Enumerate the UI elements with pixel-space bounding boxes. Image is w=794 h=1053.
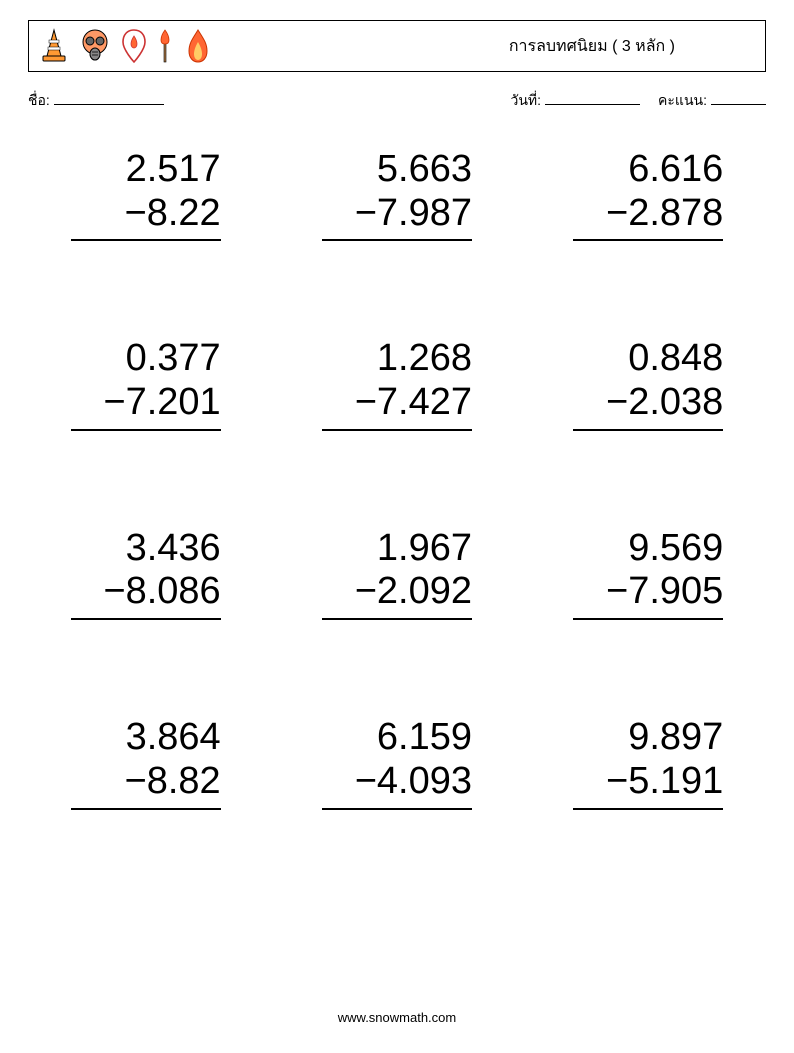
info-row: ชื่อ: วันที่: คะแนน: [28,90,766,112]
score-blank [711,91,766,105]
subtrahend-row: −5.191 [573,760,723,810]
problem-6: 0.848 −2.038 [543,337,754,430]
subtrahend-row: −2.092 [322,570,472,620]
flame-icon [183,28,213,64]
minuend: 9.569 [573,527,723,571]
problem-9: 9.569 −7.905 [543,527,754,620]
subtrahend-row: −7.427 [322,381,472,431]
header-icon-row [39,28,213,64]
minuend: 2.517 [71,148,221,192]
problem-1: 2.517 −8.22 [40,148,251,241]
minuend: 9.897 [573,716,723,760]
minuend: 3.864 [71,716,221,760]
cone-icon [39,28,69,64]
date-label: วันที่: [510,90,541,112]
problem-4: 0.377 −7.201 [40,337,251,430]
subtrahend-row: −4.093 [322,760,472,810]
problem-11: 6.159 −4.093 [291,716,502,809]
subtrahend-row: −7.905 [573,570,723,620]
problem-10: 3.864 −8.82 [40,716,251,809]
minuend: 5.663 [322,148,472,192]
minuend: 1.967 [322,527,472,571]
subtrahend-row: −7.987 [322,192,472,242]
name-label: ชื่อ: [28,90,50,112]
footer-text: www.snowmath.com [0,1010,794,1025]
minuend: 0.377 [71,337,221,381]
problem-8: 1.967 −2.092 [291,527,502,620]
subtrahend-row: −8.82 [71,760,221,810]
minuend: 1.268 [322,337,472,381]
minuend: 3.436 [71,527,221,571]
location-fire-icon [121,28,147,64]
subtrahend-row: −7.201 [71,381,221,431]
problem-2: 5.663 −7.987 [291,148,502,241]
minuend: 6.159 [322,716,472,760]
problem-5: 1.268 −7.427 [291,337,502,430]
minuend: 6.616 [573,148,723,192]
match-icon [157,28,173,64]
subtrahend-row: −2.038 [573,381,723,431]
problem-7: 3.436 −8.086 [40,527,251,620]
name-blank [54,91,164,105]
worksheet-title: การลบทศนิยม ( 3 หลัก ) [509,34,755,59]
subtrahend-row: −8.086 [71,570,221,620]
problems-grid: 2.517 −8.22 5.663 −7.987 6.616 −2.878 0.… [28,148,766,810]
date-blank [545,91,640,105]
minuend: 0.848 [573,337,723,381]
gasmask-icon [79,28,111,64]
subtrahend-row: −8.22 [71,192,221,242]
header-box: การลบทศนิยม ( 3 หลัก ) [28,20,766,72]
subtrahend-row: −2.878 [573,192,723,242]
problem-3: 6.616 −2.878 [543,148,754,241]
problem-12: 9.897 −5.191 [543,716,754,809]
score-label: คะแนน: [658,90,707,112]
